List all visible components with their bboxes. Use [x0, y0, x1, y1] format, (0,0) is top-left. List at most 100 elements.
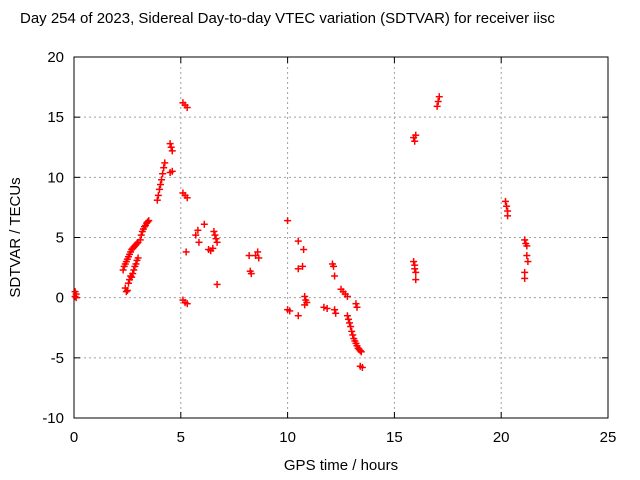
data-point: [412, 131, 420, 139]
data-point: [331, 272, 339, 280]
data-point: [343, 312, 351, 320]
data-point: [301, 301, 309, 309]
data-point: [182, 248, 190, 256]
data-point: [330, 262, 338, 270]
data-point: [349, 331, 357, 339]
data-point: [286, 307, 294, 315]
data-point: [524, 258, 532, 266]
data-point: [254, 248, 262, 256]
data-point: [284, 217, 292, 225]
data-point: [130, 266, 138, 274]
data-point: [167, 143, 175, 151]
data-point: [523, 252, 531, 260]
data-point: [209, 244, 217, 252]
data-point: [137, 231, 145, 239]
data-point: [357, 348, 365, 356]
data-point: [140, 223, 148, 231]
data-point: [160, 164, 168, 172]
data-point: [411, 137, 419, 145]
data-point: [353, 303, 361, 311]
data-point: [183, 104, 191, 112]
data-point: [347, 323, 355, 331]
data-point: [161, 159, 169, 167]
data-point: [255, 254, 263, 262]
data-point: [521, 274, 529, 282]
data-point: [411, 265, 419, 273]
data-point: [433, 102, 441, 110]
data-point: [144, 218, 152, 226]
data-points: [71, 93, 532, 371]
data-point: [129, 270, 137, 278]
data-point: [294, 265, 302, 273]
data-point: [301, 292, 309, 300]
y-tick-label: 10: [47, 169, 64, 186]
data-point: [123, 286, 131, 294]
data-point: [155, 185, 163, 193]
data-point: [200, 220, 208, 228]
data-point: [358, 363, 366, 371]
data-point: [331, 306, 339, 314]
data-point: [72, 294, 80, 302]
data-point: [195, 238, 203, 246]
y-tick-label: 0: [56, 290, 64, 307]
x-tick-label: 10: [279, 429, 296, 446]
data-point: [213, 238, 221, 246]
data-point: [194, 226, 202, 234]
chart-title: Day 254 of 2023, Sidereal Day-to-day VTE…: [20, 10, 555, 27]
data-point: [299, 262, 307, 270]
data-point: [166, 140, 174, 148]
y-tick-label: 15: [47, 109, 64, 126]
y-tick-label: 5: [56, 230, 64, 247]
data-point: [133, 240, 141, 248]
data-point: [294, 237, 302, 245]
data-point: [210, 227, 218, 235]
x-tick-label: 5: [177, 429, 185, 446]
data-point: [153, 196, 161, 204]
data-point: [136, 236, 144, 244]
data-point: [521, 236, 529, 244]
data-point: [435, 93, 443, 101]
data-point: [523, 242, 531, 250]
y-tick-label: -5: [51, 350, 64, 367]
data-point: [183, 300, 191, 308]
data-point: [434, 98, 442, 106]
y-tick-label: -10: [42, 410, 64, 427]
data-point: [412, 276, 420, 284]
data-point: [344, 315, 352, 323]
data-point: [521, 268, 529, 276]
data-point: [124, 279, 132, 287]
data-point: [348, 327, 356, 335]
x-tick-label: 25: [600, 429, 617, 446]
x-tick-label: 15: [386, 429, 403, 446]
data-point: [332, 309, 340, 317]
data-point: [323, 304, 331, 312]
data-point: [212, 235, 220, 243]
data-point: [410, 258, 418, 266]
data-point: [352, 300, 360, 308]
data-point: [134, 254, 142, 262]
data-point: [183, 194, 191, 202]
data-point: [159, 170, 167, 178]
data-point: [245, 252, 253, 260]
data-point: [213, 280, 221, 288]
x-tick-label: 0: [70, 429, 78, 446]
x-tick-label: 20: [493, 429, 510, 446]
axis-ticks: 0 5 10 15 20 25 -10 -5 0 5 10 15 20: [42, 49, 616, 446]
data-point: [158, 176, 166, 184]
data-point: [122, 288, 130, 296]
data-point: [320, 303, 328, 311]
data-point: [247, 270, 255, 278]
data-point: [356, 347, 364, 355]
data-point: [504, 212, 512, 220]
data-point: [157, 181, 165, 189]
data-point: [168, 167, 176, 175]
data-point: [501, 197, 509, 205]
data-point: [503, 202, 511, 210]
gridlines: [74, 57, 608, 418]
data-point: [346, 319, 354, 327]
data-point: [145, 217, 153, 225]
data-point: [343, 292, 351, 300]
data-point: [192, 231, 200, 239]
data-point: [128, 273, 136, 281]
